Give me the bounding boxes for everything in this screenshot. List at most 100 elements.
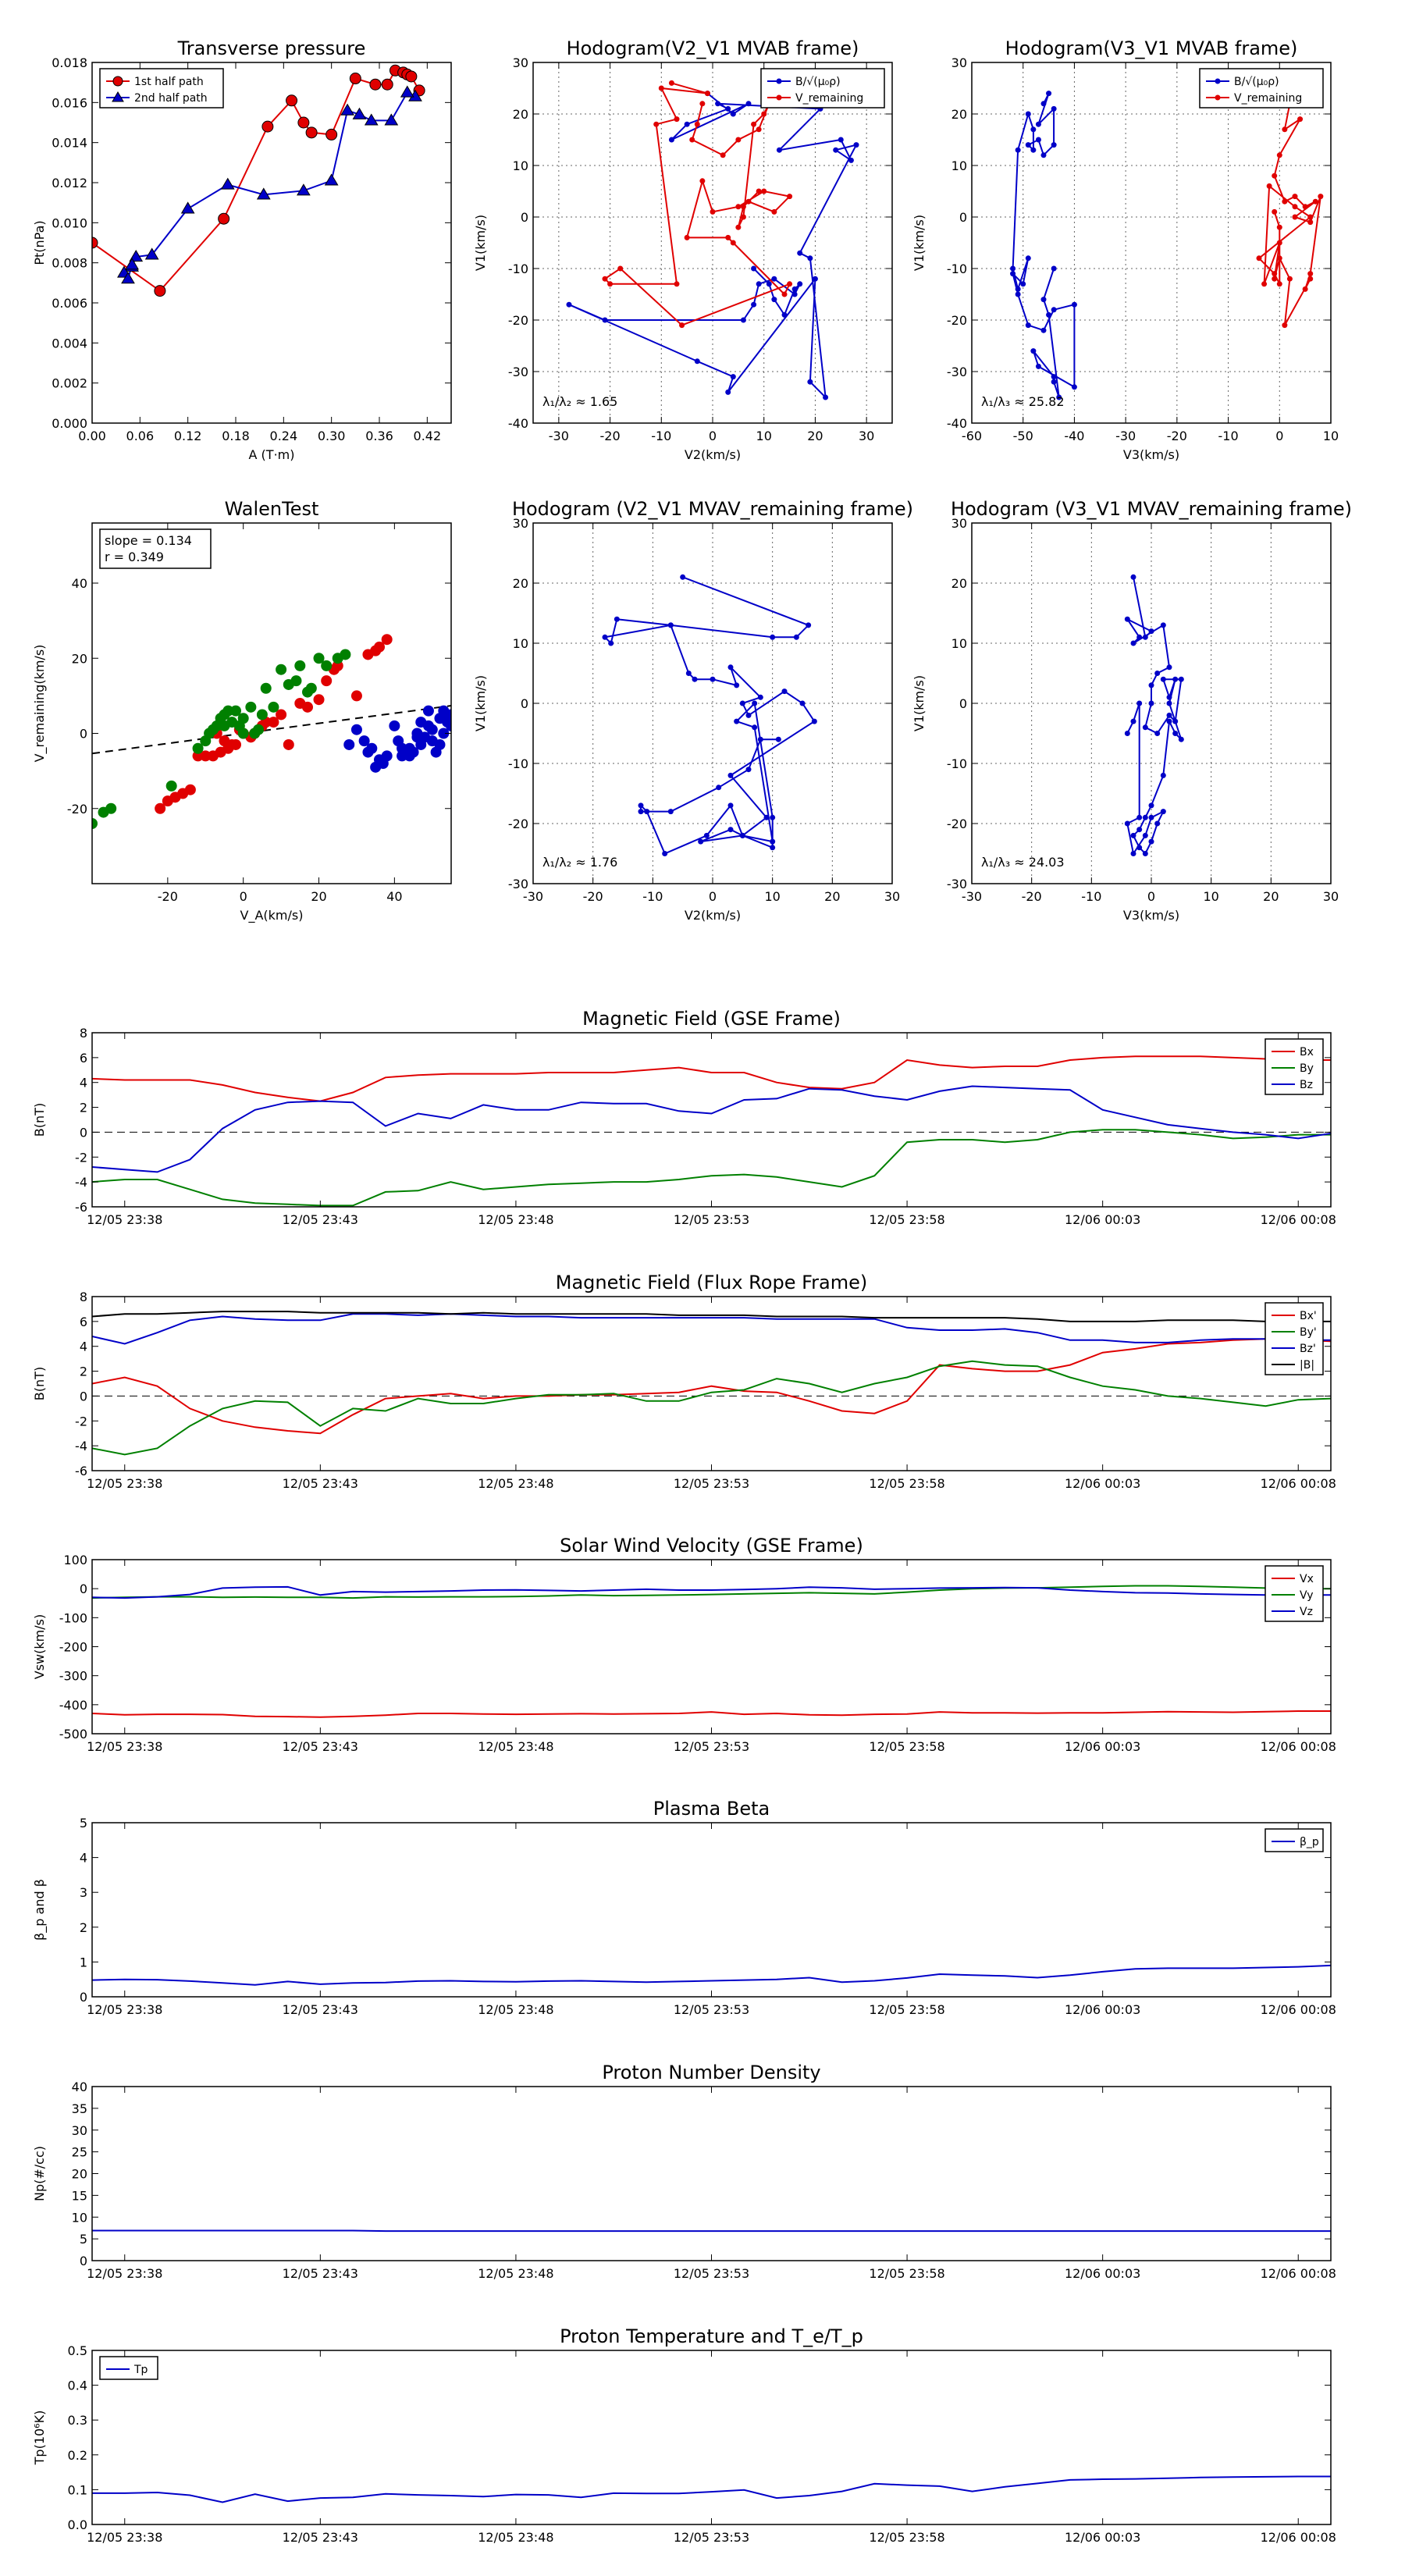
plot-area xyxy=(1010,91,1324,400)
data-point xyxy=(1261,281,1268,287)
y-tick-label: 2 xyxy=(80,1364,87,1379)
data-point xyxy=(256,187,271,200)
data-point xyxy=(1166,694,1172,700)
chart-mff: 12/05 23:38 12/05 23:43 12/05 23:48 12/05 2… xyxy=(32,1272,1336,1491)
x-tick-label: 12/05 23:58 xyxy=(869,2530,944,2545)
data-point xyxy=(770,838,776,845)
x-tick-label: 12/06 00:03 xyxy=(1065,1212,1140,1227)
legend-label: V_remaining xyxy=(795,92,863,105)
legend: 1st half path 2nd half path xyxy=(99,68,224,109)
legend: B/√(μ₀ρ) V_remaining xyxy=(760,68,885,109)
legend-label: |B| xyxy=(1300,1359,1314,1372)
data-point xyxy=(321,675,333,687)
x-tick-label: 12/05 23:53 xyxy=(674,2530,749,2545)
legend-marker xyxy=(776,94,782,101)
y-tick-label: 8 xyxy=(80,1290,87,1304)
x-axis-label: V3(km/s) xyxy=(1123,908,1179,923)
x-tick-label: 12/05 23:38 xyxy=(87,1212,162,1227)
data-point xyxy=(1136,845,1143,851)
y-tick-label: -2 xyxy=(75,1150,87,1165)
data-point xyxy=(1166,664,1172,671)
data-point xyxy=(766,281,772,287)
y-tick-label: 25 xyxy=(72,2145,87,2160)
plot-area xyxy=(92,1585,1331,1718)
data-point xyxy=(638,809,644,815)
data-point xyxy=(1276,152,1282,158)
y-tick-label: 20 xyxy=(951,576,967,591)
data-point xyxy=(1124,616,1130,622)
legend: β_p xyxy=(1264,1828,1324,1852)
x-tick-label: 0.12 xyxy=(174,429,202,443)
x-tick-label: 0.30 xyxy=(318,429,346,443)
data-point xyxy=(751,265,757,272)
data-point xyxy=(1130,574,1136,580)
y-tick-label: -40 xyxy=(508,416,528,431)
data-point xyxy=(1010,265,1016,272)
data-point xyxy=(438,728,450,739)
data-point xyxy=(653,121,660,127)
x-tick-label: -10 xyxy=(1218,429,1239,443)
data-point xyxy=(389,720,400,731)
x-tick-label: -20 xyxy=(1022,889,1042,904)
data-point xyxy=(674,116,680,123)
x-tick-label: 0.06 xyxy=(126,429,155,443)
data-point xyxy=(739,700,745,706)
data-point xyxy=(321,660,333,671)
y-tick-label: 20 xyxy=(72,2167,87,2182)
legend-marker xyxy=(1215,94,1221,101)
y-tick-label: 20 xyxy=(951,107,967,122)
x-tick-label: 12/05 23:53 xyxy=(674,1739,749,1754)
x-tick-label: -20 xyxy=(600,429,621,443)
chart-h1: -30 -20 -10 0 10 20 30 -40 -30 -20 -10 0 10 20 30 Hodog… xyxy=(473,37,893,462)
y-tick-label: -30 xyxy=(508,365,528,379)
data-point xyxy=(1312,198,1318,205)
x-tick-label: 20 xyxy=(1263,889,1279,904)
data-point xyxy=(1292,194,1298,200)
legend: Bx' By' Bz' |B| xyxy=(1264,1302,1324,1375)
data-point xyxy=(756,188,762,194)
data-point xyxy=(668,80,674,86)
y-axis-label: B(nT) xyxy=(32,1367,47,1400)
data-point xyxy=(745,767,752,773)
x-tick-label: -60 xyxy=(962,429,982,443)
x-tick-label: 12/06 00:08 xyxy=(1261,2266,1336,2281)
x-tick-label: 10 xyxy=(1323,429,1339,443)
chart-wt: -20 0 20 40 -20 0 20 40 WalenTest V_A(km/s) V_rema… xyxy=(32,498,452,923)
x-tick-label: 12/05 23:58 xyxy=(869,2266,944,2281)
y-tick-label: 10 xyxy=(951,636,967,651)
data-point xyxy=(715,101,721,107)
data-point xyxy=(1307,214,1314,220)
data-point xyxy=(125,258,139,270)
data-point xyxy=(739,832,745,838)
x-tick-label: 12/05 23:43 xyxy=(283,2266,358,2281)
data-point xyxy=(1292,214,1298,220)
y-axis-label: V1(km/s) xyxy=(912,215,927,271)
y-tick-label: 15 xyxy=(72,2188,87,2203)
legend-label: V_remaining xyxy=(1234,92,1302,105)
legend-label: Bx' xyxy=(1300,1310,1317,1322)
data-point xyxy=(1282,322,1288,329)
x-tick-label: 0 xyxy=(709,889,717,904)
data-point xyxy=(129,249,144,262)
x-tick-label: 12/05 23:48 xyxy=(478,2530,553,2545)
legend-label: Bx xyxy=(1300,1046,1314,1059)
y-tick-label: -100 xyxy=(59,1610,87,1625)
data-point xyxy=(381,78,393,91)
data-point xyxy=(770,634,776,640)
y-tick-label: 10 xyxy=(513,636,528,651)
data-point xyxy=(1148,682,1154,688)
y-tick-label: -20 xyxy=(508,817,528,831)
x-tick-label: 10 xyxy=(1203,889,1218,904)
x-tick-label: -30 xyxy=(523,889,543,904)
data-point xyxy=(415,717,427,728)
y-tick-label: 8 xyxy=(80,1026,87,1041)
data-point xyxy=(192,742,204,754)
fit-line xyxy=(92,705,451,755)
data-point xyxy=(807,379,813,385)
data-point xyxy=(1071,301,1077,308)
x-tick-label: 12/06 00:08 xyxy=(1261,1739,1336,1754)
series-line-By' xyxy=(92,1360,1331,1456)
data-point xyxy=(260,682,272,694)
x-tick-label: 12/05 23:38 xyxy=(87,2002,162,2017)
y-tick-label: 5 xyxy=(80,1816,87,1831)
